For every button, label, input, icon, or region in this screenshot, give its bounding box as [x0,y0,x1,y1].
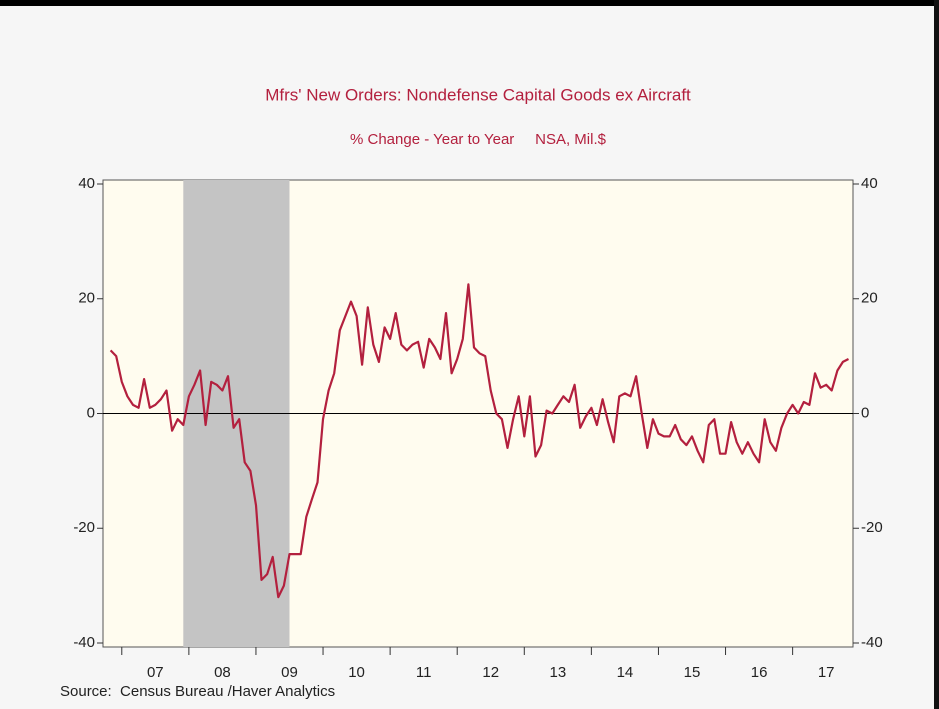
top-border [0,0,939,6]
x-tick-label: 07 [147,664,164,681]
x-tick-label: 15 [684,664,701,681]
x-tick-label: 11 [416,664,432,681]
x-tick-label: 16 [751,664,768,681]
y-tick-label: -20 [73,519,95,536]
x-tick-label: 08 [214,664,231,681]
y2-tick-label: 40 [861,175,878,192]
y2-tick-label: 20 [861,290,878,307]
data-line [109,283,850,599]
chart-subtitle: % Change - Year to Year NSA, Mil.$ [350,131,607,148]
y-tick-label: 0 [87,404,95,421]
y-tick-label: 20 [78,290,95,307]
x-tick-label: 14 [617,664,634,681]
x-tick-label: 10 [348,664,365,681]
x-tick-label: 09 [281,664,298,681]
y2-tick-label: 0 [861,404,869,421]
x-tick-label: 13 [549,664,566,681]
y-tick-label: 40 [78,175,95,192]
y2-tick-label: -20 [861,519,883,536]
chart-title: Mfrs' New Orders: Nondefense Capital Goo… [265,85,691,104]
x-tick-label: 17 [818,664,835,681]
right-border [934,0,939,709]
y2-tick-label: -40 [861,634,883,651]
x-tick-label: 12 [482,664,499,681]
source: Source: Census Bureau /Haver Analytics [60,683,335,700]
y-tick-label: -40 [73,634,95,651]
